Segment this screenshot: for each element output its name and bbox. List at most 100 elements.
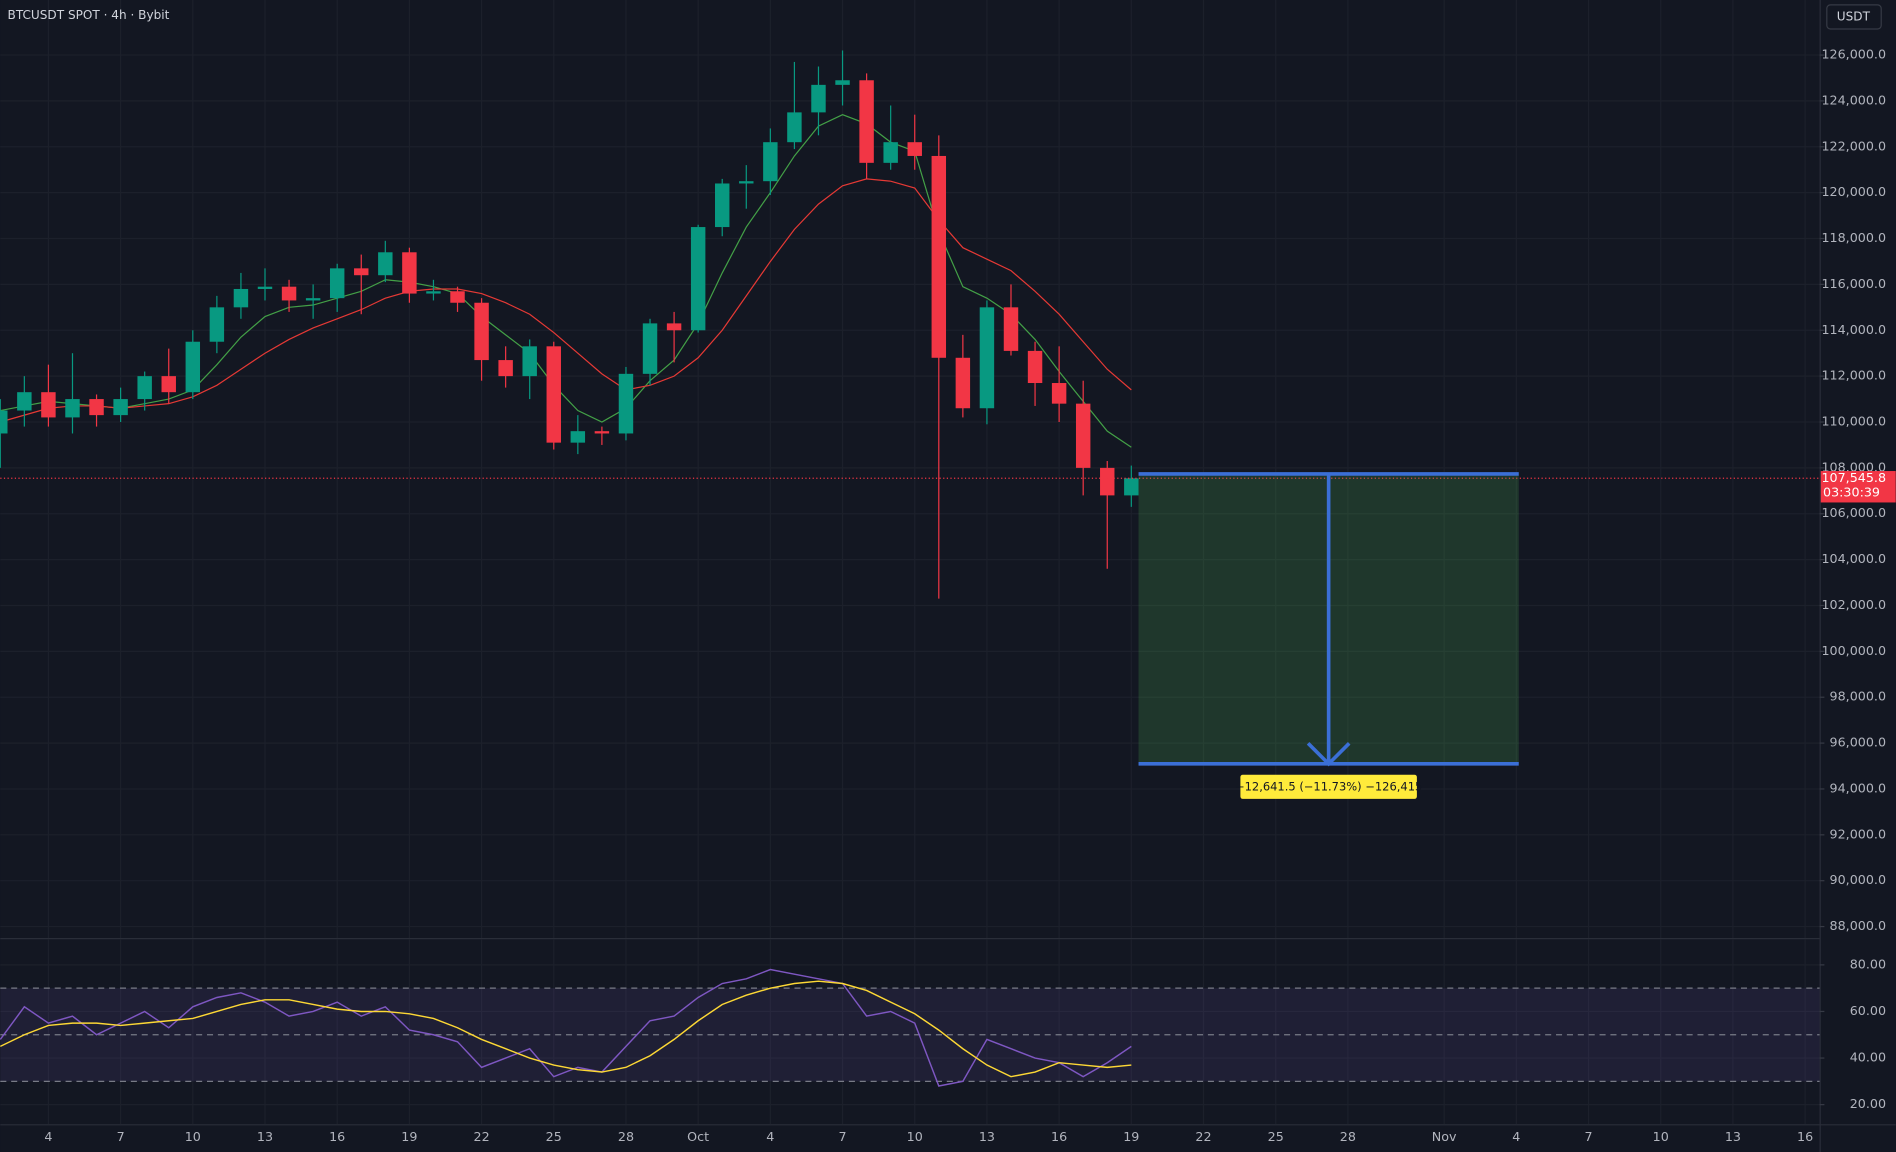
candle-body (113, 399, 128, 416)
y-tick-label: 94,000.0 (1830, 780, 1887, 795)
x-tick-label: 16 (1051, 1129, 1067, 1144)
candle-body (1075, 403, 1091, 468)
candle-body (979, 307, 995, 409)
candle-body (41, 392, 56, 418)
x-tick-label: 10 (1653, 1129, 1669, 1144)
candle-body (17, 392, 32, 411)
candle-body (354, 268, 369, 276)
x-tick-label: Oct (687, 1129, 709, 1144)
y-tick-label: 100,000.0 (1821, 643, 1886, 658)
y-tick-label: 108,000.0 (1821, 459, 1886, 474)
candle-body (257, 286, 273, 289)
candle-body (907, 142, 922, 156)
y-tick-label: 106,000.0 (1821, 505, 1886, 520)
y-tick-label: 118,000.0 (1821, 230, 1886, 245)
symbol-title: BTCUSDT SPOT · 4h · Bybit (8, 8, 170, 22)
x-tick-label: 25 (546, 1129, 562, 1144)
last-price-tag (1820, 471, 1896, 503)
y-tick-label: 104,000.0 (1821, 551, 1886, 566)
y-tick-label: 110,000.0 (1821, 414, 1886, 429)
candle-body (498, 360, 513, 377)
candle-body (859, 80, 874, 163)
x-tick-label: 13 (257, 1129, 273, 1144)
candle-body (402, 252, 417, 294)
x-tick-label: 7 (1584, 1129, 1592, 1144)
candle-body (715, 183, 730, 228)
candle-body (281, 286, 297, 301)
candle-body (233, 288, 249, 308)
x-tick-label: 16 (329, 1129, 345, 1144)
candle-body (522, 346, 537, 377)
candle-body (474, 302, 489, 361)
x-tick-label: 19 (401, 1129, 417, 1144)
y-tick-label: 122,000.0 (1821, 138, 1886, 153)
candle-body (65, 399, 80, 418)
candle-body (1100, 467, 1115, 496)
candle-body (666, 323, 682, 331)
candle-body (185, 341, 201, 393)
countdown: 03:30:39 (1823, 484, 1880, 499)
x-tick-label: 4 (1512, 1129, 1520, 1144)
grid (0, 987, 1820, 1082)
candle-body (426, 291, 441, 294)
measure-arrow (1306, 473, 1351, 767)
x-tick-label: 7 (117, 1129, 125, 1144)
x-tick-label: 4 (766, 1129, 774, 1144)
candle-body (305, 298, 321, 301)
last-price-label: 107,545.8 (1821, 470, 1886, 485)
x-tick-label: 4 (44, 1129, 52, 1144)
y-tick-label: 120,000.0 (1821, 184, 1886, 199)
y-tick-label: 40.00 (1850, 1050, 1886, 1065)
y-tick-label: 112,000.0 (1821, 368, 1886, 383)
candle-body (835, 80, 850, 85)
y-tick-label: 114,000.0 (1821, 322, 1886, 337)
x-tick-label: 10 (185, 1129, 201, 1144)
candle-body (161, 376, 176, 393)
candle-body (787, 112, 802, 143)
labels: 4 7 10 13 16 19 22 25 28 Oct 4 7 10 13 16 19 22 25 28 Nov 4 7… (44, 47, 1896, 1144)
candle-body (763, 142, 778, 182)
candle-body (1124, 478, 1139, 496)
candle-body (883, 142, 898, 163)
candle-body (618, 373, 634, 434)
x-tick-label: 22 (473, 1129, 489, 1144)
x-tick-label: 22 (1195, 1129, 1211, 1144)
y-tick-label: 98,000.0 (1830, 689, 1887, 704)
y-tick-label: 20.00 (1850, 1096, 1886, 1111)
candle-body (931, 155, 947, 358)
candle-body (0, 410, 8, 434)
candle-body (570, 431, 586, 443)
marks (0, 50, 1820, 1087)
y-tick-label: 60.00 (1850, 1003, 1886, 1018)
candle-body (811, 84, 826, 113)
x-tick-label: 28 (618, 1129, 634, 1144)
y-tick-label: 124,000.0 (1821, 92, 1886, 107)
x-tick-label: 13 (1725, 1129, 1741, 1144)
x-tick-label: 10 (907, 1129, 923, 1144)
candle-body (89, 399, 104, 416)
currency-label[interactable]: USDT (1837, 9, 1871, 23)
candle-body (690, 227, 706, 331)
candle-body (1027, 350, 1043, 384)
candle-body (546, 346, 561, 443)
x-tick-label: 16 (1797, 1129, 1813, 1144)
candle-body (739, 181, 754, 184)
x-tick-label: 25 (1268, 1129, 1284, 1144)
y-tick-label: 80.00 (1850, 956, 1886, 971)
x-tick-label: Nov (1432, 1129, 1457, 1144)
candle-body (955, 357, 971, 409)
y-tick-label: 90,000.0 (1830, 872, 1887, 887)
y-tick-label: 102,000.0 (1821, 597, 1886, 612)
candle-body (329, 268, 345, 299)
candle-body (378, 252, 393, 276)
candle-body (1003, 307, 1019, 351)
y-tick-label: 116,000.0 (1821, 276, 1886, 291)
x-tick-label: 13 (979, 1129, 995, 1144)
currency-button[interactable] (1826, 4, 1882, 30)
candle-body (594, 431, 610, 434)
y-tick-label: 88,000.0 (1830, 918, 1887, 933)
candle-body (1051, 383, 1067, 404)
